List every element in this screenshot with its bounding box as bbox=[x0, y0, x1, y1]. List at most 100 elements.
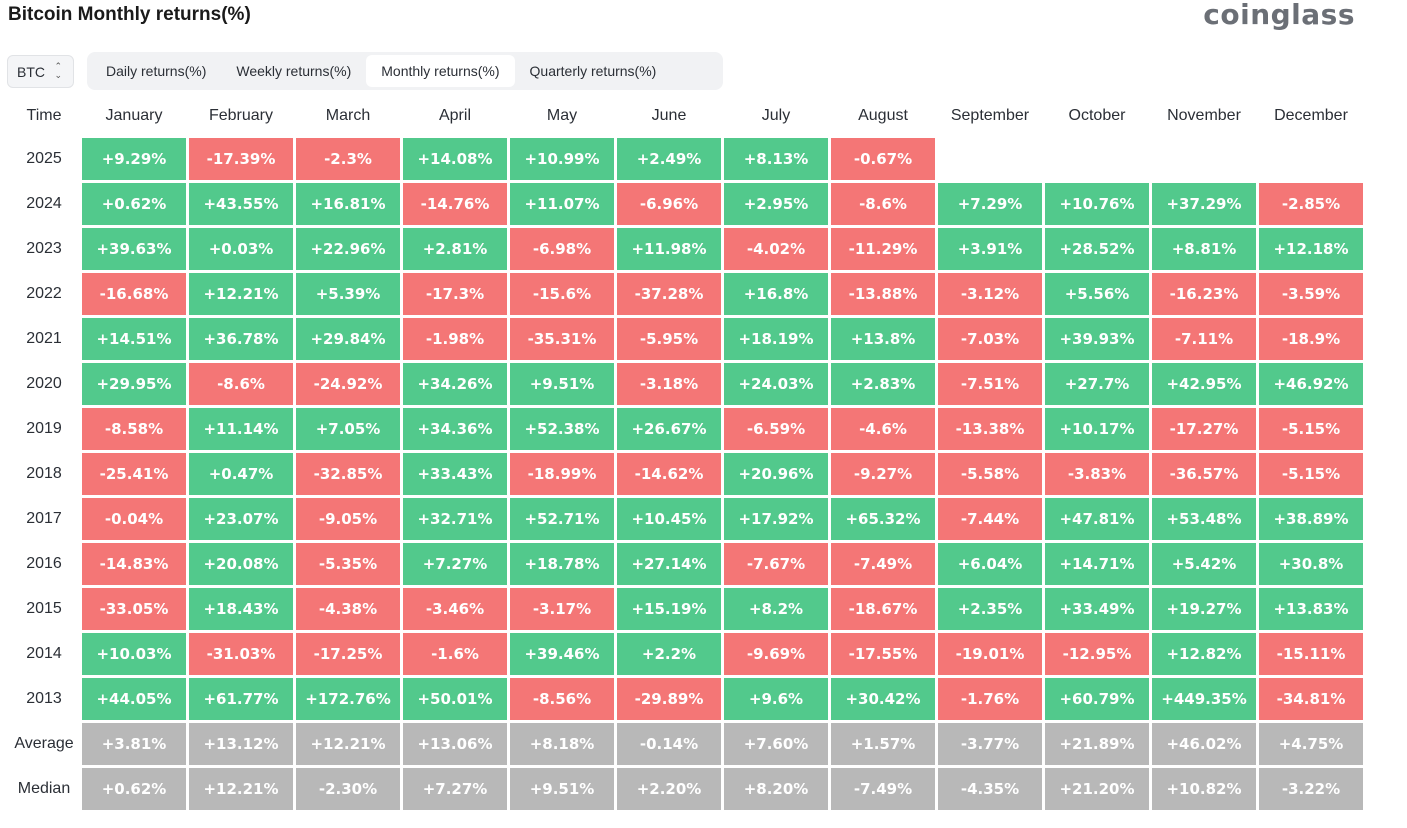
return-cell: +7.29% bbox=[938, 183, 1042, 225]
return-cell: -13.88% bbox=[831, 273, 935, 315]
return-cell: +2.95% bbox=[724, 183, 828, 225]
return-cell: +47.81% bbox=[1045, 498, 1149, 540]
return-cell: +8.81% bbox=[1152, 228, 1256, 270]
tab-monthly-returns[interactable]: Monthly returns(%) bbox=[366, 55, 515, 87]
return-cell: -7.03% bbox=[938, 318, 1042, 360]
return-cell: -7.44% bbox=[938, 498, 1042, 540]
return-cell: +18.43% bbox=[189, 588, 293, 630]
return-cell: +38.89% bbox=[1259, 498, 1363, 540]
return-cell: +60.79% bbox=[1045, 678, 1149, 720]
year-label: 2017 bbox=[26, 510, 62, 527]
return-cell: +37.29% bbox=[1152, 183, 1256, 225]
return-cell: -3.17% bbox=[510, 588, 614, 630]
stat-label: Average bbox=[14, 735, 74, 752]
return-cell: +13.8% bbox=[831, 318, 935, 360]
year-row: 2021 +14.51% +36.78% +29.84% -1.98% -35.31% -5… bbox=[9, 318, 1363, 360]
return-cell: +23.07% bbox=[189, 498, 293, 540]
return-cell: -17.25% bbox=[296, 633, 400, 675]
return-cell: -17.3% bbox=[403, 273, 507, 315]
return-cell: +30.8% bbox=[1259, 543, 1363, 585]
symbol-select-value: BTC bbox=[17, 63, 45, 80]
year-row: 2014 +10.03% -31.03% -17.25% -1.6% +39.46% +2.… bbox=[9, 633, 1363, 675]
coinglass-logo[interactable]: coinglass bbox=[1203, 0, 1355, 31]
column-header-month: August bbox=[858, 107, 908, 124]
return-cell: -8.6% bbox=[831, 183, 935, 225]
column-header-time: Time bbox=[26, 107, 62, 124]
return-cell: +12.82% bbox=[1152, 633, 1256, 675]
stat-cell: +10.82% bbox=[1152, 768, 1256, 810]
return-cell: +2.49% bbox=[617, 138, 721, 180]
return-cell: +0.62% bbox=[82, 183, 186, 225]
return-cell: +18.19% bbox=[724, 318, 828, 360]
return-cell: +65.32% bbox=[831, 498, 935, 540]
controls-bar: BTC ⌃ ⌄ Daily returns(%) Weekly returns(… bbox=[0, 52, 1407, 90]
return-cell: +32.71% bbox=[403, 498, 507, 540]
return-cell: +8.2% bbox=[724, 588, 828, 630]
column-header-month: June bbox=[651, 107, 687, 124]
return-cell: -18.99% bbox=[510, 453, 614, 495]
return-cell: +29.95% bbox=[82, 363, 186, 405]
tab-quarterly-returns[interactable]: Quarterly returns(%) bbox=[529, 63, 657, 79]
return-cell: +10.45% bbox=[617, 498, 721, 540]
return-cell: -0.67% bbox=[831, 138, 935, 180]
return-cell: +9.6% bbox=[724, 678, 828, 720]
tab-daily-returns[interactable]: Daily returns(%) bbox=[106, 63, 207, 79]
column-header-month: April bbox=[438, 107, 471, 124]
return-cell: +9.51% bbox=[510, 363, 614, 405]
return-cell: +7.05% bbox=[296, 408, 400, 450]
return-cell: -5.58% bbox=[938, 453, 1042, 495]
return-cell: -9.69% bbox=[724, 633, 828, 675]
year-row: 2018 -25.41% +0.47% -32.85% +33.43% -18.99% -1… bbox=[9, 453, 1363, 495]
return-cell: +26.67% bbox=[617, 408, 721, 450]
return-cell: -8.58% bbox=[82, 408, 186, 450]
return-cell: -33.05% bbox=[82, 588, 186, 630]
return-cell: +16.81% bbox=[296, 183, 400, 225]
return-cell: +17.92% bbox=[724, 498, 828, 540]
return-cell: -9.27% bbox=[831, 453, 935, 495]
symbol-select[interactable]: BTC ⌃ ⌄ bbox=[7, 55, 74, 88]
stat-cell: +7.27% bbox=[403, 768, 507, 810]
year-label: 2016 bbox=[26, 555, 62, 572]
return-cell: -29.89% bbox=[617, 678, 721, 720]
year-label: 2021 bbox=[26, 330, 62, 347]
return-cell: +39.63% bbox=[82, 228, 186, 270]
return-cell: +43.55% bbox=[189, 183, 293, 225]
monthly-returns-table: Time January February March April May June Jul… bbox=[6, 94, 1366, 813]
tab-weekly-returns[interactable]: Weekly returns(%) bbox=[236, 63, 352, 79]
return-cell: +7.27% bbox=[403, 543, 507, 585]
return-cell: +39.46% bbox=[510, 633, 614, 675]
return-cell: -6.59% bbox=[724, 408, 828, 450]
return-cell: +22.96% bbox=[296, 228, 400, 270]
return-cell: -13.38% bbox=[938, 408, 1042, 450]
return-cell: +5.39% bbox=[296, 273, 400, 315]
return-cell: +33.43% bbox=[403, 453, 507, 495]
return-cell: +9.29% bbox=[82, 138, 186, 180]
return-cell: -8.56% bbox=[510, 678, 614, 720]
return-cell: -14.83% bbox=[82, 543, 186, 585]
return-cell: +39.93% bbox=[1045, 318, 1149, 360]
return-cell: +34.36% bbox=[403, 408, 507, 450]
return-cell: +52.38% bbox=[510, 408, 614, 450]
year-label: 2019 bbox=[26, 420, 62, 437]
return-cell: +2.2% bbox=[617, 633, 721, 675]
return-cell: -11.29% bbox=[831, 228, 935, 270]
return-cell: -32.85% bbox=[296, 453, 400, 495]
return-cell: -1.98% bbox=[403, 318, 507, 360]
year-label: 2013 bbox=[26, 690, 62, 707]
column-header-month: September bbox=[950, 107, 1030, 124]
return-cell: -17.55% bbox=[831, 633, 935, 675]
return-cell: -3.18% bbox=[617, 363, 721, 405]
stat-cell: +46.02% bbox=[1152, 723, 1256, 765]
return-cell: +29.84% bbox=[296, 318, 400, 360]
year-row: 2023 +39.63% +0.03% +22.96% +2.81% -6.98% +11.… bbox=[9, 228, 1363, 270]
column-header-month: May bbox=[546, 107, 578, 124]
page-title: Bitcoin Monthly returns(%) bbox=[8, 4, 251, 25]
year-row: 2019 -8.58% +11.14% +7.05% +34.36% +52.38% +26… bbox=[9, 408, 1363, 450]
return-cell: +46.92% bbox=[1259, 363, 1363, 405]
return-cell: -18.9% bbox=[1259, 318, 1363, 360]
return-cell: +44.05% bbox=[82, 678, 186, 720]
chevron-up-down-icon: ⌃ ⌄ bbox=[54, 61, 62, 80]
year-row: 2022 -16.68% +12.21% +5.39% -17.3% -15.6% -37.… bbox=[9, 273, 1363, 315]
return-cell: +449.35% bbox=[1152, 678, 1256, 720]
column-header-month: July bbox=[761, 107, 791, 124]
